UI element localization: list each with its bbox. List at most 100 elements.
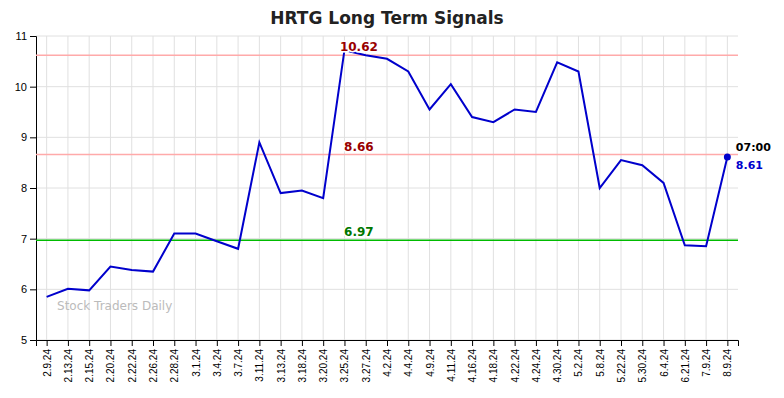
x-tick-mark: [685, 340, 686, 346]
grid-line-x: [131, 36, 132, 340]
reference-line: [36, 55, 738, 57]
x-tick-mark: [47, 340, 48, 346]
x-tick-mark: [217, 340, 218, 346]
y-tick-mark: [30, 137, 36, 138]
y-tick: 5: [21, 334, 36, 346]
x-tick-mark: [110, 340, 111, 346]
y-tick-label: 10: [15, 81, 27, 93]
y-tick-label: 7: [21, 233, 27, 245]
x-tick: 4.2.24: [382, 340, 393, 377]
x-tick: 2.28.24: [169, 340, 180, 382]
x-tick-mark: [387, 340, 388, 346]
x-tick-label: 4.30.24: [552, 349, 563, 383]
x-tick-mark: [302, 340, 303, 346]
x-tick: 3.7.24: [233, 340, 244, 377]
x-tick: 6.4.24: [659, 340, 670, 377]
x-tick-mark: [727, 340, 728, 346]
x-tick-label: 4.9.24: [425, 349, 436, 377]
x-tick-label: 4.16.24: [467, 349, 478, 383]
x-tick: 3.20.24: [318, 340, 329, 382]
x-tick: 2.13.24: [63, 340, 74, 382]
x-tick-mark: [281, 340, 282, 346]
x-tick: 3.13.24: [276, 340, 287, 382]
x-tick: 5.8.24: [595, 340, 606, 377]
x-tick: 3.4.24: [212, 340, 223, 377]
x-tick: 3.11.24: [254, 340, 265, 382]
x-tick: 4.18.24: [488, 340, 499, 382]
x-tick-label: 6.4.24: [659, 349, 670, 377]
x-tick: 7.9.24: [701, 340, 712, 377]
x-tick-label: 4.24.24: [531, 349, 542, 383]
x-tick-label: 4.11.24: [446, 349, 457, 382]
x-tick: 4.30.24: [552, 340, 563, 382]
y-tick-mark: [30, 87, 36, 88]
y-axis: 5 6 7 8 9 10 11: [15, 30, 37, 346]
data-line: [47, 50, 728, 297]
x-tick-mark: [89, 340, 90, 346]
grid-line-x: [493, 36, 494, 340]
x-tick: 6.21.24: [680, 340, 691, 382]
annotation: 8.61: [736, 159, 763, 172]
y-tick-mark: [30, 36, 36, 37]
x-tick-label: 8.9.24: [722, 349, 733, 377]
x-tick-mark: [132, 340, 133, 346]
x-tick-mark: [366, 340, 367, 346]
y-tick-label: 5: [21, 334, 27, 346]
grid-line-x: [110, 36, 111, 340]
x-axis: 2.9.242.13.242.15.242.20.242.22.242.26.2…: [37, 340, 739, 382]
x-tick: 3.27.24: [361, 340, 372, 382]
x-tick: 4.9.24: [425, 340, 436, 377]
grid-line-x: [557, 36, 558, 340]
x-tick-label: 4.4.24: [403, 349, 414, 377]
grid-line-x: [706, 36, 707, 340]
x-tick-label: 3.7.24: [233, 349, 244, 377]
x-tick-mark: [642, 340, 643, 346]
x-tick: 3.18.24: [297, 340, 308, 382]
x-tick-label: 3.11.24: [254, 349, 265, 382]
x-tick: 5.2.24: [573, 340, 584, 377]
x-tick-label: 2.22.24: [127, 349, 138, 383]
x-tick-mark: [174, 340, 175, 346]
x-tick-label: 3.25.24: [339, 349, 350, 383]
grid: [36, 36, 738, 340]
grid-line-x: [387, 36, 388, 340]
x-tick-label: 3.18.24: [297, 349, 308, 383]
x-tick-mark: [515, 340, 516, 346]
x-axis-line: [37, 341, 739, 347]
x-tick-mark: [493, 340, 494, 346]
x-tick-label: 2.9.24: [42, 349, 53, 377]
grid-line-x: [323, 36, 324, 340]
y-tick-mark: [30, 188, 36, 189]
x-tick-label: 5.8.24: [595, 349, 606, 377]
x-tick-label: 4.18.24: [488, 349, 499, 383]
texts: 10.628.666.9707:008.61Stock Traders Dail…: [57, 40, 771, 312]
x-tick-mark: [259, 340, 260, 346]
y-tick-label: 8: [21, 182, 27, 194]
x-tick-label: 4.22.24: [510, 349, 521, 383]
x-tick-mark: [578, 340, 579, 346]
x-tick-label: 2.13.24: [63, 349, 74, 383]
grid-line-x: [259, 36, 260, 340]
y-tick-mark: [30, 239, 36, 240]
plot: 2.9.242.13.242.15.242.20.242.22.242.26.2…: [15, 30, 771, 382]
y-tick-label: 9: [21, 131, 27, 143]
grid-line-x: [67, 36, 68, 340]
x-tick: 2.9.24: [42, 340, 53, 377]
grid-line-x: [365, 36, 366, 340]
x-tick-mark: [706, 340, 707, 346]
grid-line-x: [408, 36, 409, 340]
x-tick: 8.9.24: [722, 340, 733, 377]
y-tick-label: 11: [16, 30, 27, 42]
grid-line-x: [280, 36, 281, 340]
x-tick-label: 3.20.24: [318, 349, 329, 383]
y-tick-label: 6: [21, 283, 27, 295]
x-tick-label: 5.30.24: [637, 349, 648, 383]
x-tick-label: 7.9.24: [701, 349, 712, 377]
grid-line-x: [429, 36, 430, 340]
annotation-marker: [724, 154, 731, 161]
x-tick-mark: [451, 340, 452, 346]
grid-line-x: [89, 36, 90, 340]
x-tick-label: 3.4.24: [212, 349, 223, 377]
y-tick: 8: [21, 182, 36, 194]
x-tick-label: 4.2.24: [382, 349, 393, 377]
